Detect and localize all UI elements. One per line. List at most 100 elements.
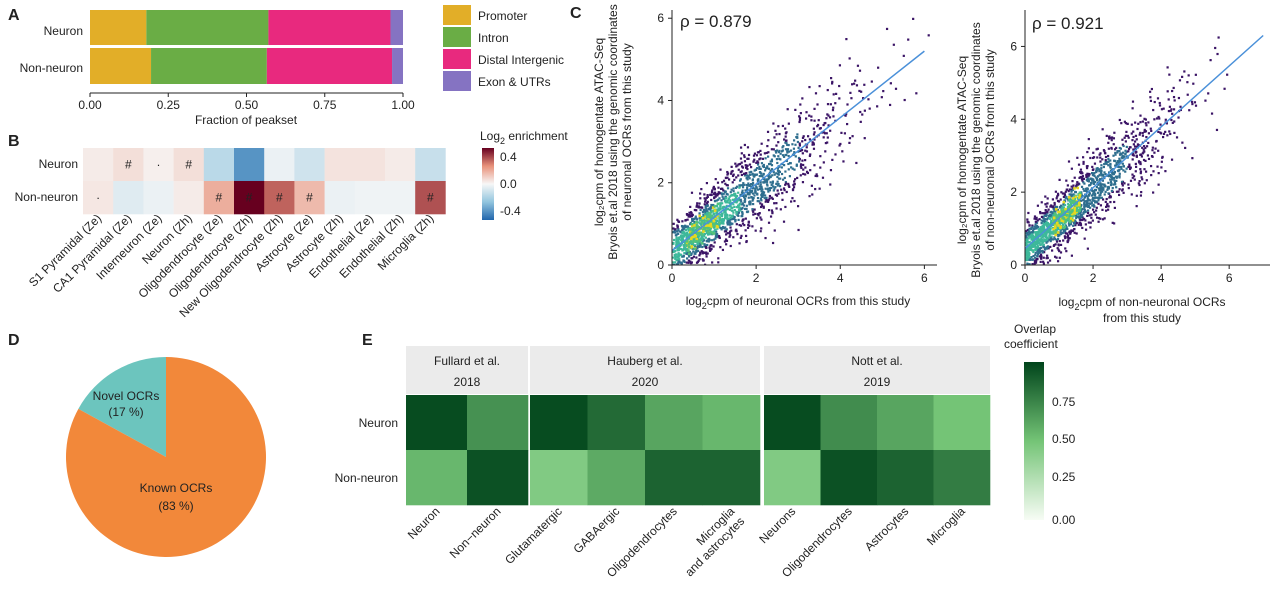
heatmap-cell (234, 148, 265, 182)
scatter-point (709, 209, 713, 212)
scatter-point (1035, 224, 1039, 227)
scatter-point (1096, 167, 1099, 170)
scatter-point (760, 172, 763, 175)
scatter-point (822, 161, 825, 164)
scatter-point (756, 196, 760, 200)
scatter-point (1038, 247, 1042, 250)
scatter-point (721, 193, 724, 196)
scatter-point (1111, 171, 1114, 174)
scatter-point (773, 229, 776, 232)
scatter-point (1059, 229, 1062, 232)
scatter-point (782, 187, 786, 190)
scatter-point (1118, 172, 1121, 175)
scatter-point (718, 224, 721, 227)
scatter-point (715, 230, 718, 233)
scatter-point (751, 182, 755, 185)
scatter-point (1124, 149, 1127, 152)
scatter-point (699, 251, 702, 254)
scatter-point (695, 227, 699, 230)
scatter-point (1047, 230, 1051, 233)
scatter-point (697, 206, 700, 209)
scatter-point (713, 209, 717, 212)
scatter-point (1025, 230, 1028, 233)
scatter-point (770, 158, 774, 161)
scatter-point (1080, 214, 1083, 218)
x-tick-label: 2 (1090, 271, 1097, 285)
scatter-point (721, 248, 725, 252)
scatter-point (796, 176, 799, 180)
scatter-point (732, 211, 735, 214)
scatter-point (1047, 247, 1050, 250)
scatter-point (756, 192, 759, 195)
scatter-point (1165, 122, 1169, 125)
scatter-point (1037, 230, 1040, 234)
scatter-point (1083, 204, 1086, 207)
scatter-point (1106, 202, 1109, 206)
scatter-point (683, 251, 686, 255)
scatter-point (1040, 255, 1043, 258)
scatter-point (677, 220, 681, 223)
scatter-point (1035, 242, 1038, 245)
scatter-point (1092, 181, 1095, 184)
scatter-point (858, 89, 861, 93)
scatter-point (702, 239, 705, 242)
scatter-point (1062, 195, 1066, 199)
scatter-point (804, 159, 807, 162)
scatter-point (788, 150, 791, 153)
scatter-point (1036, 219, 1039, 222)
scatter-point (1072, 224, 1075, 227)
scatter-point (764, 236, 767, 240)
scatter-point (675, 233, 678, 236)
scatter-point (826, 113, 829, 116)
scatter-point (1117, 193, 1121, 197)
scatter-point (698, 202, 701, 205)
scatter-point (1065, 196, 1068, 199)
scatter-point (705, 240, 709, 243)
scatter-point (1084, 219, 1087, 222)
scatter-point (1080, 185, 1084, 188)
scatter-point (1171, 112, 1174, 115)
scatter-point (675, 236, 678, 239)
scatter-point (1067, 190, 1070, 193)
scatter-point (808, 138, 812, 141)
scatter-point (717, 198, 720, 201)
scatter-point (759, 157, 762, 160)
scatter-point (1114, 175, 1117, 178)
scatter-point (814, 174, 817, 178)
scatter-point (678, 261, 681, 264)
scatter-point (827, 124, 830, 127)
scatter-point (697, 221, 700, 224)
scatter-point (1049, 205, 1052, 208)
scatter-point (1158, 104, 1162, 107)
scatter-point (689, 215, 692, 218)
scatter-point (794, 108, 797, 111)
scatter-point (708, 231, 711, 235)
scatter-point (1038, 255, 1041, 258)
scatter-point (1145, 145, 1149, 148)
scatter-point (709, 206, 712, 209)
scatter-point (724, 230, 728, 233)
scatter-point (689, 241, 692, 245)
scatter-point (675, 268, 677, 270)
scatter-point (711, 206, 715, 209)
scatter-point (1059, 231, 1062, 234)
scatter-point (759, 183, 762, 186)
scatter-point (1042, 246, 1046, 249)
scatter-point (737, 214, 740, 217)
heatmap-column-label: Glutamatergic (502, 504, 565, 567)
scatter-point (754, 188, 757, 191)
scatter-point (688, 211, 691, 214)
scatter-point (1041, 212, 1044, 215)
scatter-point (1045, 257, 1048, 260)
scatter-point (1137, 182, 1140, 185)
scatter-point (825, 132, 828, 135)
significance-mark: # (216, 191, 223, 205)
scatter-point (1209, 59, 1212, 62)
scatter-point (735, 194, 739, 198)
scatter-point (1068, 218, 1071, 221)
scatter-point (766, 144, 769, 148)
scatter-point (1053, 209, 1056, 212)
scatter-point (754, 212, 757, 216)
scatter-point (725, 228, 728, 231)
scatter-point (1057, 248, 1060, 251)
